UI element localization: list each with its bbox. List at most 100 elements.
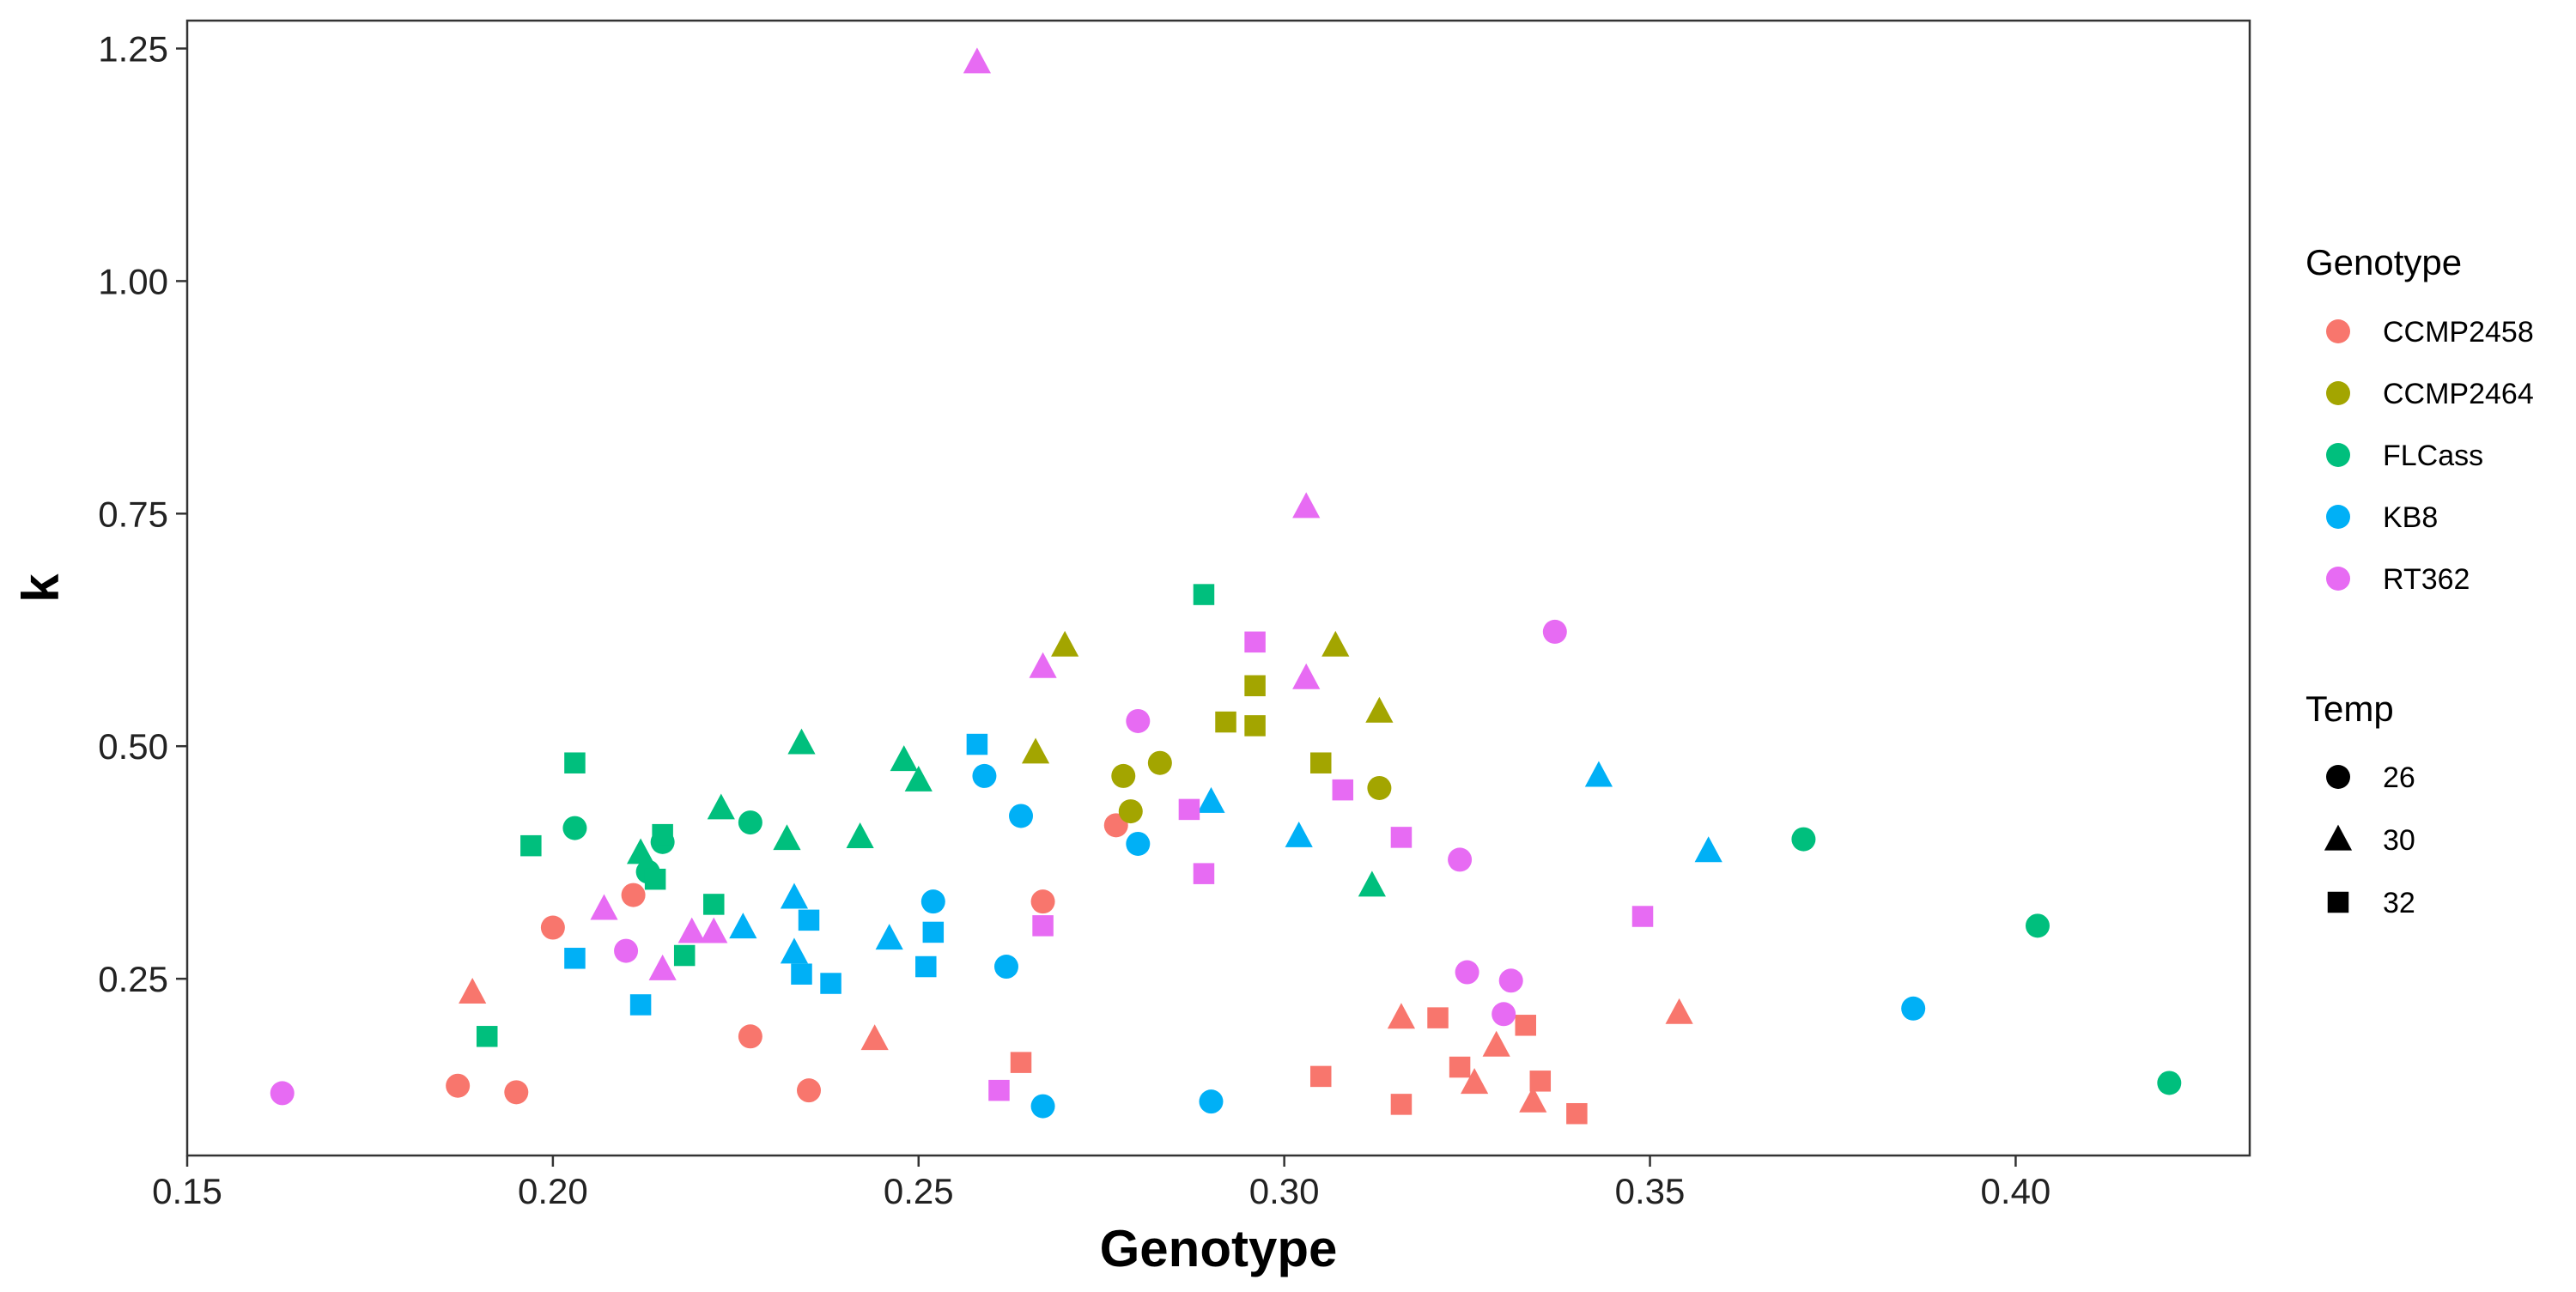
plot-panel-border	[185, 19, 2251, 1157]
data-point	[1197, 786, 1225, 813]
data-point	[922, 921, 945, 943]
y-tick-label: 1.00	[98, 261, 168, 301]
legend-temp-key	[2326, 765, 2350, 789]
legend-genotype-label: CCMP2464	[2383, 378, 2534, 410]
data-point	[1051, 630, 1079, 657]
data-point	[476, 1026, 498, 1047]
data-point	[673, 944, 696, 967]
data-point	[780, 937, 809, 964]
legend-temp: Temp 26 30 32	[2306, 688, 2415, 919]
data-point	[1482, 1030, 1510, 1057]
y-tick-label: 0.25	[98, 959, 168, 999]
data-point	[1010, 1052, 1032, 1073]
data-point	[1566, 1102, 1588, 1125]
data-point	[738, 810, 762, 835]
x-tick-label: 0.15	[152, 1171, 222, 1211]
data-point	[988, 1079, 1010, 1101]
data-point	[590, 894, 618, 920]
x-tick-label: 0.35	[1615, 1171, 1686, 1211]
legend-genotype-label: KB8	[2383, 501, 2438, 534]
y-tick-label: 1.25	[98, 29, 168, 70]
data-point	[1519, 1086, 1547, 1113]
data-point	[1118, 799, 1143, 824]
data-point	[738, 1024, 762, 1049]
data-point	[1285, 821, 1313, 847]
data-point	[1529, 1071, 1552, 1092]
data-point	[1455, 960, 1479, 985]
legend-genotype-key	[2326, 443, 2350, 467]
data-point	[564, 948, 586, 969]
data-point	[787, 728, 816, 755]
x-tick-label: 0.30	[1249, 1171, 1320, 1211]
y-axis-title: k	[12, 573, 70, 603]
data-point	[1032, 915, 1054, 937]
data-point	[1193, 584, 1215, 605]
data-point	[1244, 675, 1266, 697]
legend-genotype-key	[2326, 567, 2350, 591]
legend-genotype-label: RT362	[2383, 563, 2470, 596]
data-point	[846, 822, 874, 849]
data-point	[1694, 836, 1722, 863]
data-point	[1199, 1089, 1224, 1114]
legend-genotype-label: CCMP2458	[2383, 316, 2534, 349]
data-point	[1791, 827, 1816, 852]
data-point	[1021, 737, 1050, 764]
data-point	[1390, 1094, 1413, 1115]
data-point	[1901, 996, 1926, 1021]
data-point	[1029, 652, 1057, 678]
data-point	[1215, 711, 1236, 733]
y-tick-label: 0.50	[98, 726, 168, 767]
data-point	[446, 1073, 471, 1098]
legend-temp-label: 26	[2383, 761, 2415, 794]
data-point	[621, 883, 646, 907]
data-point	[1448, 847, 1473, 872]
data-point	[860, 1024, 889, 1051]
data-point	[270, 1081, 295, 1106]
data-point	[1126, 831, 1151, 856]
data-point	[1009, 804, 1034, 828]
data-point	[1498, 968, 1523, 993]
data-point	[797, 1078, 822, 1103]
data-point	[1542, 619, 1567, 644]
x-tick-label: 0.25	[884, 1171, 954, 1211]
data-point	[1665, 998, 1693, 1024]
data-point	[564, 752, 586, 773]
data-point	[1030, 1094, 1055, 1119]
data-point	[1147, 750, 1172, 775]
data-point	[648, 954, 677, 980]
data-point	[993, 955, 1018, 980]
x-tick-label: 0.20	[518, 1171, 588, 1211]
x-tick-label: 0.40	[1981, 1171, 2051, 1211]
data-point	[904, 765, 933, 792]
legend-temp-label: 30	[2383, 824, 2415, 857]
data-point	[459, 978, 487, 1004]
x-axis-title: Genotype	[1100, 1220, 1338, 1277]
data-point	[780, 883, 809, 909]
data-point	[1631, 906, 1654, 927]
legend-temp-label: 32	[2383, 887, 2415, 919]
data-point	[1365, 696, 1394, 723]
data-point	[798, 909, 820, 931]
data-point	[773, 824, 801, 851]
data-point	[1387, 1003, 1416, 1029]
data-point	[1292, 663, 1321, 689]
legend-temp-key	[2324, 824, 2353, 851]
data-point	[1178, 798, 1200, 821]
data-point	[915, 955, 937, 978]
data-point	[700, 917, 728, 943]
legend-genotype-key	[2326, 319, 2350, 343]
data-point	[1126, 708, 1151, 733]
data-point	[614, 938, 639, 963]
data-point	[626, 838, 655, 864]
x-axis: 0.15 0.20 0.25 0.30 0.35 0.40	[152, 1156, 2050, 1211]
data-point	[1461, 1068, 1489, 1095]
data-point	[677, 917, 706, 943]
data-point	[1244, 631, 1266, 653]
data-point	[1309, 1065, 1332, 1088]
data-point	[1332, 779, 1354, 801]
data-point	[707, 793, 735, 820]
data-point	[562, 816, 587, 840]
data-point	[972, 763, 997, 788]
